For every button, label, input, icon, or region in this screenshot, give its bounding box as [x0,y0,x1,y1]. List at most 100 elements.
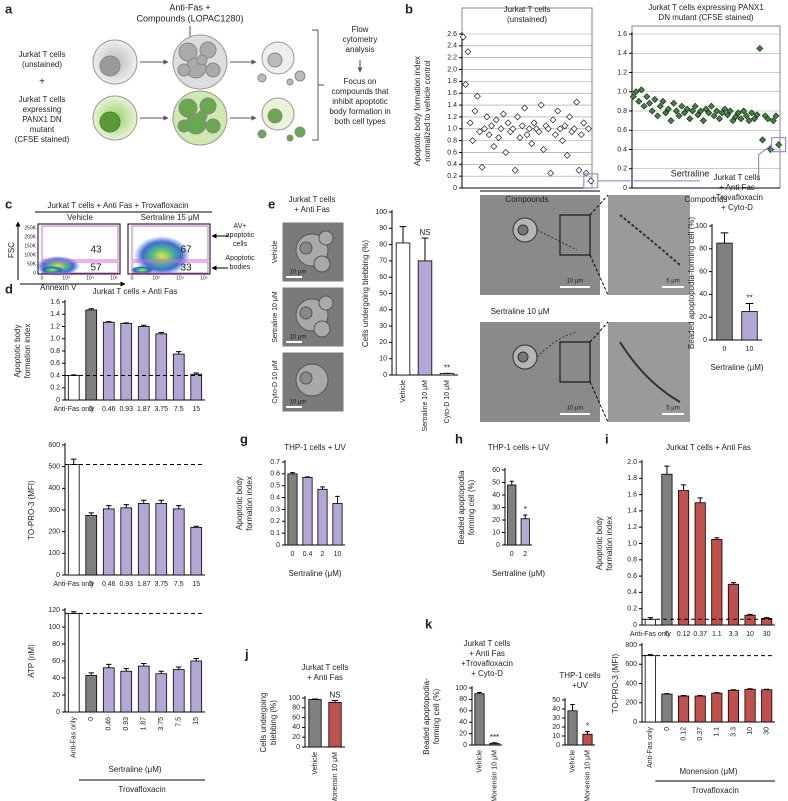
error-bar [331,699,339,703]
y-tick-label: 50 [492,479,500,486]
y-axis-label: Beaded apoptopodia [457,470,466,544]
y-tick-label: 1.4 [617,50,627,57]
y-tick-label: 0.4 [617,146,627,153]
y-tick-label: 0 [56,709,60,716]
bar [474,693,485,746]
chart-title: Jurkat T cells + Anti Fas [666,443,751,452]
bar [489,742,500,746]
error-bar [106,663,112,668]
x-tick-label: 0.46 [102,581,116,588]
error-bar [158,499,164,504]
bar [582,733,593,746]
error-bar [305,476,310,478]
y-tick-label: 1.2 [50,323,60,330]
error-bar [523,514,528,519]
x-tick-label: Vehicle [569,750,576,773]
chart-title: + Anti Fas [719,183,755,192]
data-point [497,125,505,133]
label: 33 [180,263,192,274]
density [134,236,190,276]
y-tick-label: 0.4 [447,161,457,168]
data-point [582,169,590,177]
error-bar [123,322,129,324]
panel-label: k [425,616,433,631]
data-point [563,151,571,159]
bar [678,490,690,626]
data-point [509,125,517,133]
y-tick-label: 2.0 [447,66,457,73]
y-axis-label: Apoptotic body formation index [413,56,422,166]
y-tick-label: 0 [556,742,560,749]
y-tick-label: 0.4 [50,372,60,379]
bar [67,375,80,401]
panel-label: j [244,646,249,661]
data-point [535,128,543,136]
significance: NS [329,691,340,700]
y-tick-label: 0 [453,185,457,192]
y-axis-label: formation index [23,324,32,379]
x-axis-label: Monension (μM) [680,767,738,776]
error-bar [585,731,590,735]
density [40,266,64,274]
y-tick-label: 60 [379,274,387,281]
chart-title: THP-1 cells + UV [488,443,550,452]
data-point [672,107,680,115]
y-tick-label: 300 [48,507,60,514]
y-tick-label: 50 [379,290,387,297]
data-point [675,112,683,120]
y-tick-label: 70 [379,258,387,265]
data-point [759,136,767,144]
error-bar [720,232,729,244]
micrograph [608,195,690,295]
y-tick-label: 20 [52,692,60,699]
y-tick-label: 40 [699,291,707,298]
zoom-box [559,341,591,383]
y-tick-label: 0.8 [617,108,627,115]
data-point [551,131,559,139]
y-axis-label: blebbing (%) [269,700,278,745]
bar [744,688,756,723]
data-point [705,109,713,117]
data-point [485,131,493,139]
bar [567,710,578,746]
bar [120,670,133,713]
y-tick-label: 40 [292,724,300,731]
data-point [745,117,753,125]
y-tick-label: 0.6 [627,573,637,580]
y-tick-label: 1.8 [447,78,457,85]
x-tick-label: Vehicle [400,380,407,403]
y-tick-label: 120 [48,607,60,614]
bar [287,473,298,546]
data-point [664,105,672,113]
x-tick-label: 15 [193,717,200,725]
data-point [699,117,707,125]
x-tick-label: 30 [764,727,771,735]
y-tick-label: 0.8 [50,348,60,355]
x-tick-label: Monensin 10 μM [332,752,339,801]
x-tick-label: 3.75 [154,406,168,413]
y-tick-label: 0.2 [627,606,637,613]
x-tick-label: Anti-Fas only [647,727,654,768]
data-point [643,93,651,101]
data-point [556,125,564,133]
cell [267,52,283,68]
bar [190,526,203,576]
y-tick-label: 40 [492,492,500,499]
panel-label: h [455,431,463,446]
label: 57 [90,263,102,274]
label: both cell types [334,117,385,126]
label: inhibit apoptotic [332,97,388,106]
cell [99,111,121,133]
data-point [702,105,710,113]
y-axis-label: TO-PRO-3 (MFI) [611,653,620,713]
chart-title: + Anti Fas [307,673,343,682]
y-tick-label: 30 [492,504,500,511]
error-bar [714,537,720,540]
error-bar [477,692,482,694]
x-tick-label: 3.75 [158,717,165,731]
x-tick-label: 0.93 [119,406,133,413]
y-tick-label: 60 [459,708,467,715]
data-point [680,109,688,117]
y-tick-label: 80 [52,641,60,648]
